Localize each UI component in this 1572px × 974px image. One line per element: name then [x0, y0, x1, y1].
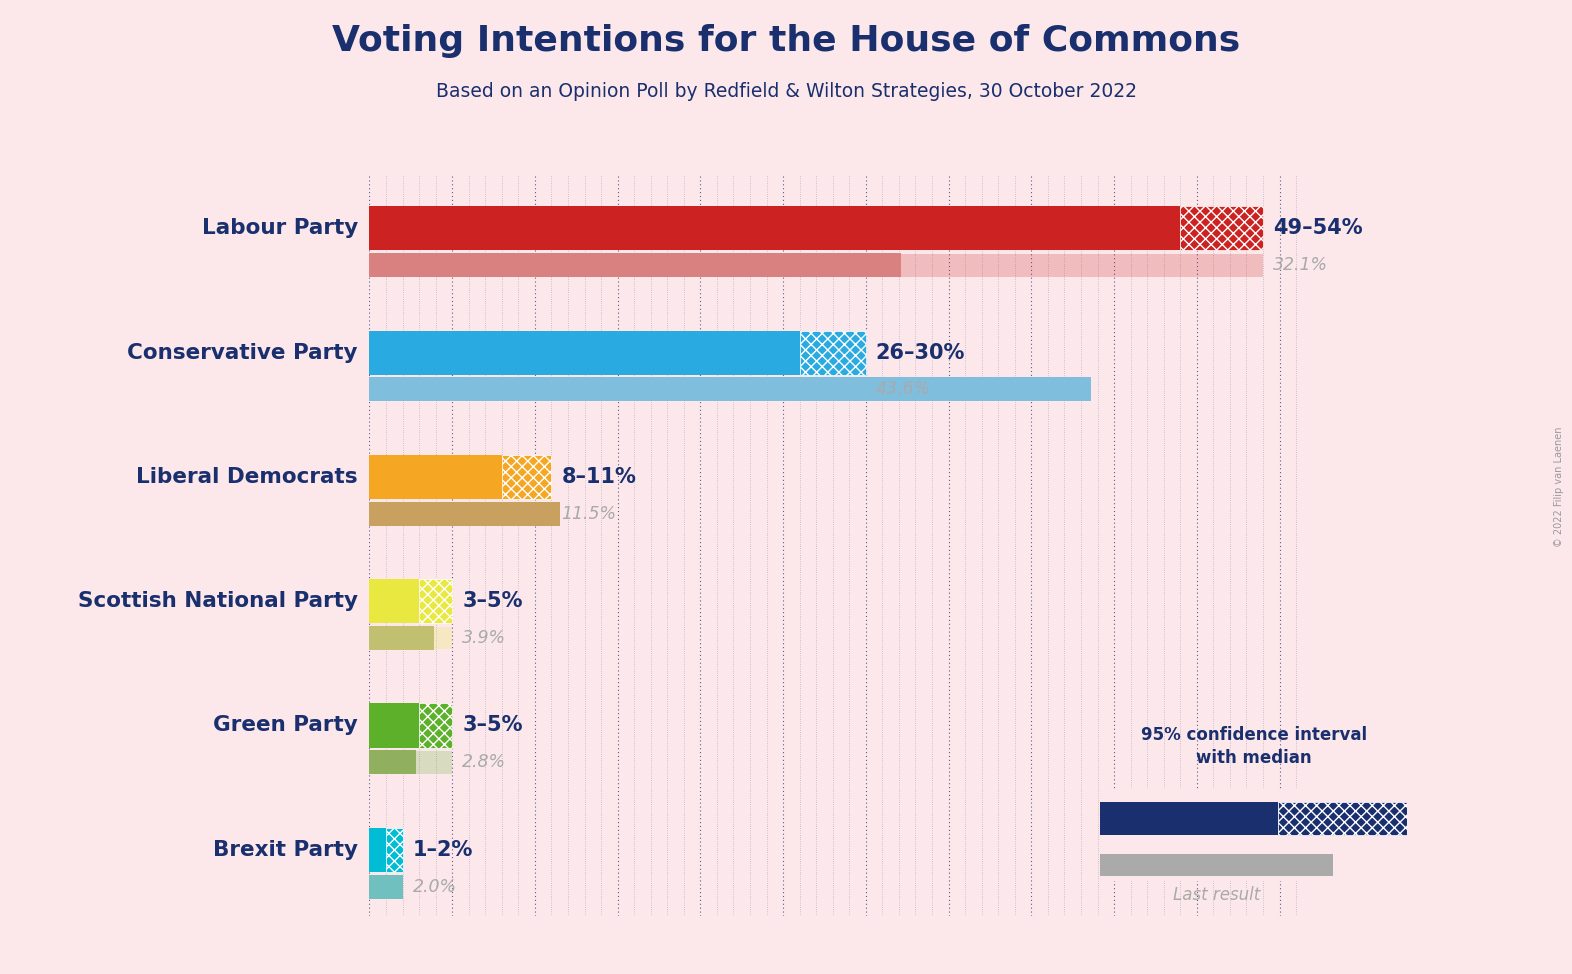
- Bar: [369, 580, 420, 623]
- Bar: [369, 830, 402, 870]
- Text: 8–11%: 8–11%: [561, 467, 637, 487]
- Bar: [501, 455, 552, 499]
- Bar: [369, 828, 387, 872]
- Text: 32.1%: 32.1%: [1273, 256, 1328, 274]
- Text: 26–30%: 26–30%: [876, 343, 965, 362]
- Bar: [369, 377, 1091, 401]
- Text: Based on an Opinion Poll by Redfield & Wilton Strategies, 30 October 2022: Based on an Opinion Poll by Redfield & W…: [435, 82, 1137, 101]
- Bar: [369, 751, 453, 773]
- Bar: [369, 705, 453, 746]
- Bar: [369, 455, 501, 499]
- Text: 3–5%: 3–5%: [462, 591, 522, 611]
- Text: 49–54%: 49–54%: [1273, 218, 1363, 239]
- Text: 11.5%: 11.5%: [561, 505, 616, 523]
- Bar: [369, 750, 415, 774]
- Bar: [369, 253, 1262, 277]
- Text: 2.8%: 2.8%: [462, 753, 506, 771]
- Text: 2.0%: 2.0%: [412, 878, 456, 896]
- Bar: [369, 330, 800, 375]
- Bar: [369, 457, 552, 497]
- Bar: [369, 332, 866, 373]
- Bar: [1181, 206, 1262, 250]
- Bar: [369, 378, 866, 401]
- Bar: [1100, 853, 1333, 876]
- Text: Brexit Party: Brexit Party: [212, 840, 358, 860]
- Bar: [369, 876, 402, 898]
- Bar: [369, 502, 560, 526]
- Bar: [800, 330, 866, 375]
- Bar: [420, 580, 453, 623]
- Bar: [369, 253, 901, 278]
- Bar: [420, 703, 453, 747]
- Bar: [1278, 802, 1407, 835]
- Text: 3.9%: 3.9%: [462, 629, 506, 647]
- Text: Labour Party: Labour Party: [201, 218, 358, 239]
- Text: © 2022 Filip van Laenen: © 2022 Filip van Laenen: [1555, 427, 1564, 547]
- Text: Liberal Democrats: Liberal Democrats: [137, 467, 358, 487]
- Text: 95% confidence interval
with median: 95% confidence interval with median: [1141, 726, 1366, 767]
- Text: 1–2%: 1–2%: [412, 840, 473, 860]
- Bar: [369, 503, 552, 525]
- Bar: [369, 206, 1181, 250]
- Text: Last result: Last result: [1173, 886, 1261, 904]
- Text: Voting Intentions for the House of Commons: Voting Intentions for the House of Commo…: [332, 24, 1240, 58]
- Bar: [369, 875, 402, 899]
- Text: Scottish National Party: Scottish National Party: [79, 591, 358, 611]
- Text: Green Party: Green Party: [214, 716, 358, 735]
- Bar: [369, 208, 1262, 248]
- Text: 3–5%: 3–5%: [462, 716, 522, 735]
- Bar: [369, 626, 434, 650]
- Text: Conservative Party: Conservative Party: [127, 343, 358, 362]
- Bar: [387, 828, 402, 872]
- Bar: [369, 581, 453, 621]
- Bar: [1100, 802, 1278, 835]
- Bar: [369, 703, 420, 747]
- Text: 43.6%: 43.6%: [876, 381, 931, 398]
- Bar: [369, 626, 453, 650]
